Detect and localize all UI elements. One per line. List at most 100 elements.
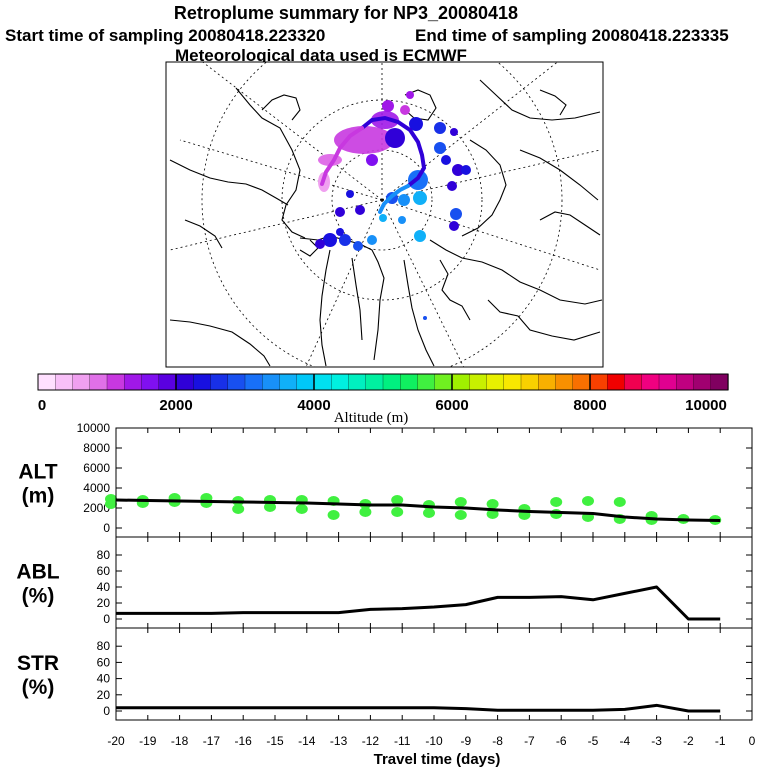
colorbar-cell	[158, 373, 177, 391]
y-tick-label: 80	[97, 639, 111, 653]
x-tick-label: -7	[524, 734, 535, 748]
panel-label: STR	[17, 652, 59, 675]
plume-cluster-point	[232, 504, 245, 514]
colorbar-cell	[400, 373, 419, 391]
plume-cluster-point	[550, 497, 563, 507]
colorbar-cell	[227, 373, 246, 391]
y-tick-label: 20	[97, 596, 111, 610]
plume-cluster-point	[613, 497, 626, 507]
colorbar-cell	[279, 373, 298, 391]
plume-cluster-point	[486, 499, 499, 509]
panel-unit-label: (m)	[22, 485, 55, 508]
colorbar-cell	[589, 373, 608, 391]
colorbar-cells	[37, 373, 729, 391]
colorbar-cell	[262, 373, 281, 391]
x-tick-label: -15	[266, 734, 284, 748]
panel-unit-label: (%)	[22, 585, 55, 608]
plume-cluster-point	[582, 496, 594, 506]
x-tick-label: -5	[588, 734, 599, 748]
x-tick-label: -10	[425, 734, 443, 748]
y-tick-label: 40	[97, 672, 111, 686]
x-tick-label: -1	[715, 734, 726, 748]
plume-cluster-point	[454, 510, 467, 520]
x-tick-label: -9	[460, 734, 471, 748]
colorbar-cell	[451, 373, 470, 391]
colorbar-cell	[106, 373, 125, 391]
colorbar-cell	[313, 373, 332, 391]
chart-title: Retroplume summary for NP3_20080418	[174, 3, 518, 23]
plume-cluster-point	[550, 509, 563, 519]
panel-frame	[115, 627, 753, 721]
colorbar-cell	[382, 373, 401, 391]
colorbar-cell	[434, 373, 453, 391]
colorbar-cell	[331, 373, 350, 391]
y-tick-label: 2000	[83, 501, 110, 515]
x-tick-label: -14	[298, 734, 316, 748]
series-line	[116, 585, 721, 621]
panel-unit-label: (%)	[22, 676, 55, 699]
colorbar-cell	[538, 373, 557, 391]
x-tick-label: -12	[362, 734, 380, 748]
x-tick-label: -2	[683, 734, 694, 748]
colorbar-cell	[693, 373, 712, 391]
plume-cluster-point	[391, 507, 404, 517]
plume-cluster-point	[200, 498, 213, 508]
x-axis-title: Travel time (days)	[374, 751, 501, 768]
x-tick-label: -6	[556, 734, 567, 748]
y-tick-label: 80	[97, 548, 111, 562]
colorbar: 0 2000 4000 6000 8000 10000 Altitude (m)	[37, 373, 729, 426]
colorbar-cell	[624, 373, 643, 391]
colorbar-cell	[348, 373, 367, 391]
colorbar-cell	[417, 373, 436, 391]
colorbar-cell	[520, 373, 539, 391]
x-tick-label: -3	[651, 734, 662, 748]
x-tick-label: -8	[492, 734, 503, 748]
colorbar-cell	[641, 373, 660, 391]
series-line	[115, 498, 721, 522]
colorbar-cell	[89, 373, 108, 391]
plume-cluster-point	[423, 508, 435, 518]
colorbar-tick-label: 0	[38, 397, 46, 414]
colorbar-tick-label: 2000	[159, 397, 192, 414]
colorbar-cell	[469, 373, 488, 391]
polar-map	[165, 61, 604, 368]
x-tick-label: -4	[619, 734, 630, 748]
y-tick-label: 40	[97, 580, 111, 594]
y-tick-label: 10000	[77, 421, 111, 435]
colorbar-tick-label: 6000	[435, 397, 468, 414]
x-tick-label: -11	[394, 734, 411, 748]
colorbar-cell	[658, 373, 677, 391]
y-tick-label: 60	[97, 655, 111, 669]
x-axis: -20 -19 -18 -17 -16 -15 -14 -13 -12 -11 -10 -9 -8 -7-…	[107, 734, 755, 748]
plume-cluster-point	[391, 495, 404, 505]
y-tick-label: 0	[103, 612, 110, 626]
plume-cluster-point	[327, 510, 340, 520]
plume-cluster-point	[264, 502, 276, 512]
line-panels: 0 2000 4000 6000 8000 10000 ALT(m) 0 20 40 60 80 ABL…	[16, 421, 753, 721]
x-tick-label: -16	[235, 734, 253, 748]
colorbar-tick-label: 8000	[573, 397, 606, 414]
colorbar-cell	[210, 373, 229, 391]
colorbar-cell	[710, 373, 729, 391]
x-tick-label: 0	[749, 734, 756, 748]
colorbar-cell	[72, 373, 91, 391]
colorbar-tick-label: 4000	[297, 397, 330, 414]
colorbar-cell	[55, 373, 74, 391]
panel-label: ABL	[16, 561, 59, 584]
colorbar-cell	[365, 373, 384, 391]
plume-cluster-point	[486, 509, 499, 519]
colorbar-label: Altitude (m)	[334, 410, 409, 426]
x-tick-label: -19	[139, 734, 157, 748]
start-time-label: Start time of sampling 20080418.223320	[5, 26, 325, 45]
colorbar-cell	[193, 373, 212, 391]
colorbar-cell	[124, 373, 143, 391]
plume-cluster-point	[295, 504, 308, 514]
map-trajectory	[320, 115, 427, 214]
y-tick-label: 60	[97, 564, 111, 578]
x-tick-label: -18	[171, 734, 189, 748]
met-data-label: Meteorological data used is ECMWF	[175, 46, 467, 65]
y-tick-label: 6000	[83, 461, 110, 475]
panel-abl: 0 20 40 60 80 ABL(%)	[16, 536, 753, 629]
panel-str: 0 20 40 60 80 STR(%)	[17, 627, 753, 721]
panel-label: ALT	[18, 461, 57, 484]
